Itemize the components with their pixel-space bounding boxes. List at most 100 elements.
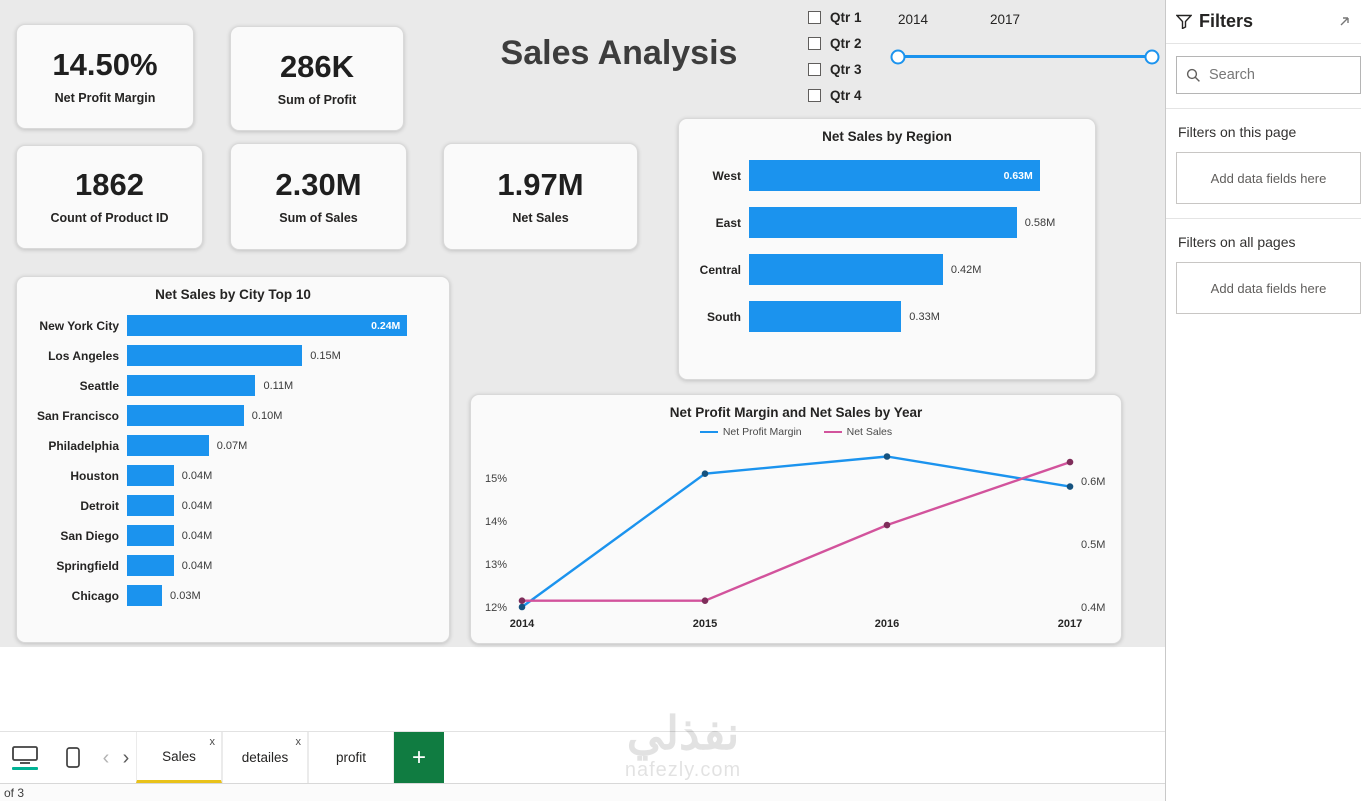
- data-point[interactable]: [701, 597, 709, 604]
- page-indicator: of 3: [4, 785, 25, 800]
- mobile-view-icon[interactable]: [66, 747, 80, 768]
- city-bar-chart[interactable]: Net Sales by City Top 10 New York City 0.…: [16, 276, 450, 643]
- data-point[interactable]: [883, 453, 891, 460]
- bar[interactable]: [127, 375, 256, 396]
- filters-all-dropzone[interactable]: Add data fields here: [1176, 262, 1361, 314]
- prev-page-chevron[interactable]: ‹: [102, 746, 110, 769]
- value-label: 0.11M: [263, 379, 294, 392]
- kpi-sum-of-sales[interactable]: 2.30M Sum of Sales: [230, 143, 407, 250]
- value-label: 0.04M: [181, 529, 213, 542]
- kpi-value: 2.30M: [275, 166, 362, 202]
- axis-tick-label: 13%: [485, 559, 507, 571]
- collapse-pane-icon[interactable]: [1338, 15, 1351, 28]
- category-label: Chicago: [71, 588, 119, 603]
- slider-handle-left[interactable]: [890, 49, 906, 64]
- data-point[interactable]: [518, 603, 526, 611]
- filters-title: Filters: [1199, 11, 1254, 31]
- value-label: 0.04M: [181, 559, 213, 572]
- divider: [1166, 108, 1361, 109]
- bar[interactable]: [127, 495, 174, 516]
- kpi-count-of-product-id[interactable]: 1862 Count of Product ID: [16, 145, 203, 249]
- bar[interactable]: [127, 435, 209, 456]
- bar-track: 0.07M: [127, 435, 419, 456]
- bar-track: 0.04M: [127, 555, 419, 576]
- slider-end-value[interactable]: 2017: [990, 12, 1021, 27]
- bar[interactable]: [127, 465, 174, 486]
- kpi-value: 1.97M: [497, 166, 584, 202]
- checkbox-label: Qtr 1: [830, 9, 862, 25]
- data-point[interactable]: [1066, 458, 1074, 466]
- bar[interactable]: [127, 345, 303, 366]
- next-page-chevron[interactable]: ›: [122, 746, 130, 769]
- bar[interactable]: [749, 301, 902, 332]
- bar[interactable]: [127, 405, 244, 426]
- tab-profit[interactable]: profit: [308, 732, 394, 783]
- kpi-label: Net Profit Margin: [54, 90, 156, 105]
- search-input[interactable]: [1209, 67, 1351, 83]
- bar[interactable]: 0.63M: [749, 160, 1040, 191]
- bar[interactable]: 0.24M: [127, 315, 408, 336]
- year-line-chart[interactable]: Net Profit Margin and Net Sales by Year …: [470, 394, 1122, 644]
- checkbox-label: Qtr 3: [830, 61, 862, 77]
- tab-sales[interactable]: Sales x: [136, 732, 222, 783]
- data-point[interactable]: [883, 521, 891, 529]
- bar-track: 0.04M: [127, 465, 419, 486]
- filters-header: Filters: [1166, 0, 1361, 44]
- bar-row: Los Angeles 0.15M: [25, 345, 419, 366]
- kpi-net-sales[interactable]: 1.97M Net Sales: [443, 143, 638, 250]
- filter-search-box[interactable]: [1176, 56, 1361, 94]
- checkbox-icon[interactable]: [808, 62, 821, 76]
- chart-title: Net Profit Margin and Net Sales by Year: [669, 405, 923, 420]
- add-page-button[interactable]: +: [394, 732, 444, 783]
- slider-handle-right[interactable]: [1144, 49, 1160, 64]
- close-tab-icon[interactable]: x: [209, 736, 216, 748]
- quarter-checkbox-4[interactable]: Qtr 4: [808, 82, 862, 108]
- category-label: East: [715, 215, 741, 230]
- legend-swatch: [823, 430, 842, 434]
- bar[interactable]: [749, 254, 943, 285]
- bar-track: 0.63M: [749, 160, 1049, 191]
- category-label: Springfield: [56, 558, 119, 573]
- desktop-view-icon[interactable]: [12, 745, 38, 770]
- data-point[interactable]: [518, 597, 526, 604]
- divider: [1166, 218, 1361, 219]
- kpi-value: 1862: [75, 167, 144, 202]
- bar-track: 0.58M: [749, 207, 1055, 238]
- bar-row: Detroit 0.04M: [25, 495, 419, 516]
- value-label: 0.03M: [170, 589, 201, 602]
- close-tab-icon[interactable]: x: [295, 736, 302, 748]
- bar[interactable]: [127, 555, 174, 576]
- bar-rows: New York City 0.24M Los Angeles 0.15M Seattl…: [17, 302, 449, 606]
- data-point[interactable]: [1066, 483, 1074, 490]
- value-label: 0.04M: [181, 469, 213, 482]
- bar-row: Philadelphia 0.07M: [25, 435, 419, 456]
- kpi-label: Sum of Profit: [277, 92, 357, 107]
- bar[interactable]: [127, 525, 174, 546]
- bar-row: Houston 0.04M: [25, 465, 419, 486]
- tab-detailes[interactable]: detailes x: [222, 732, 308, 783]
- bar[interactable]: [127, 585, 163, 606]
- category-label: Seattle: [79, 378, 119, 393]
- data-point[interactable]: [701, 470, 709, 477]
- region-bar-chart[interactable]: Net Sales by Region West 0.63M East 0.58M Ce…: [678, 118, 1096, 380]
- quarter-checkbox-3[interactable]: Qtr 3: [808, 56, 862, 82]
- category-label: Los Angeles: [48, 348, 119, 363]
- checkbox-icon[interactable]: [808, 88, 821, 102]
- axis-tick-label: 14%: [485, 516, 507, 528]
- quarter-checkbox-2[interactable]: Qtr 2: [808, 30, 862, 56]
- filters-page-section-title: Filters on this page: [1178, 124, 1297, 140]
- status-bar: of 3: [0, 783, 1165, 801]
- kpi-value: 14.50%: [52, 46, 158, 82]
- checkbox-icon[interactable]: [808, 36, 821, 50]
- page-tab-bar: ‹ › Sales x detailes x profit +: [0, 731, 1165, 783]
- slider-start-value[interactable]: 2014: [898, 12, 929, 27]
- quarter-checkbox-1[interactable]: Qtr 1: [808, 4, 862, 30]
- kpi-net-profit-margin[interactable]: 14.50% Net Profit Margin: [16, 24, 194, 129]
- slider-track[interactable]: [890, 49, 1160, 64]
- kpi-sum-of-profit[interactable]: 286K Sum of Profit: [230, 26, 404, 131]
- bar-track: 0.04M: [127, 495, 419, 516]
- checkbox-icon[interactable]: [808, 10, 821, 24]
- search-icon: [1186, 68, 1200, 82]
- filters-page-dropzone[interactable]: Add data fields here: [1176, 152, 1361, 204]
- bar[interactable]: [749, 207, 1017, 238]
